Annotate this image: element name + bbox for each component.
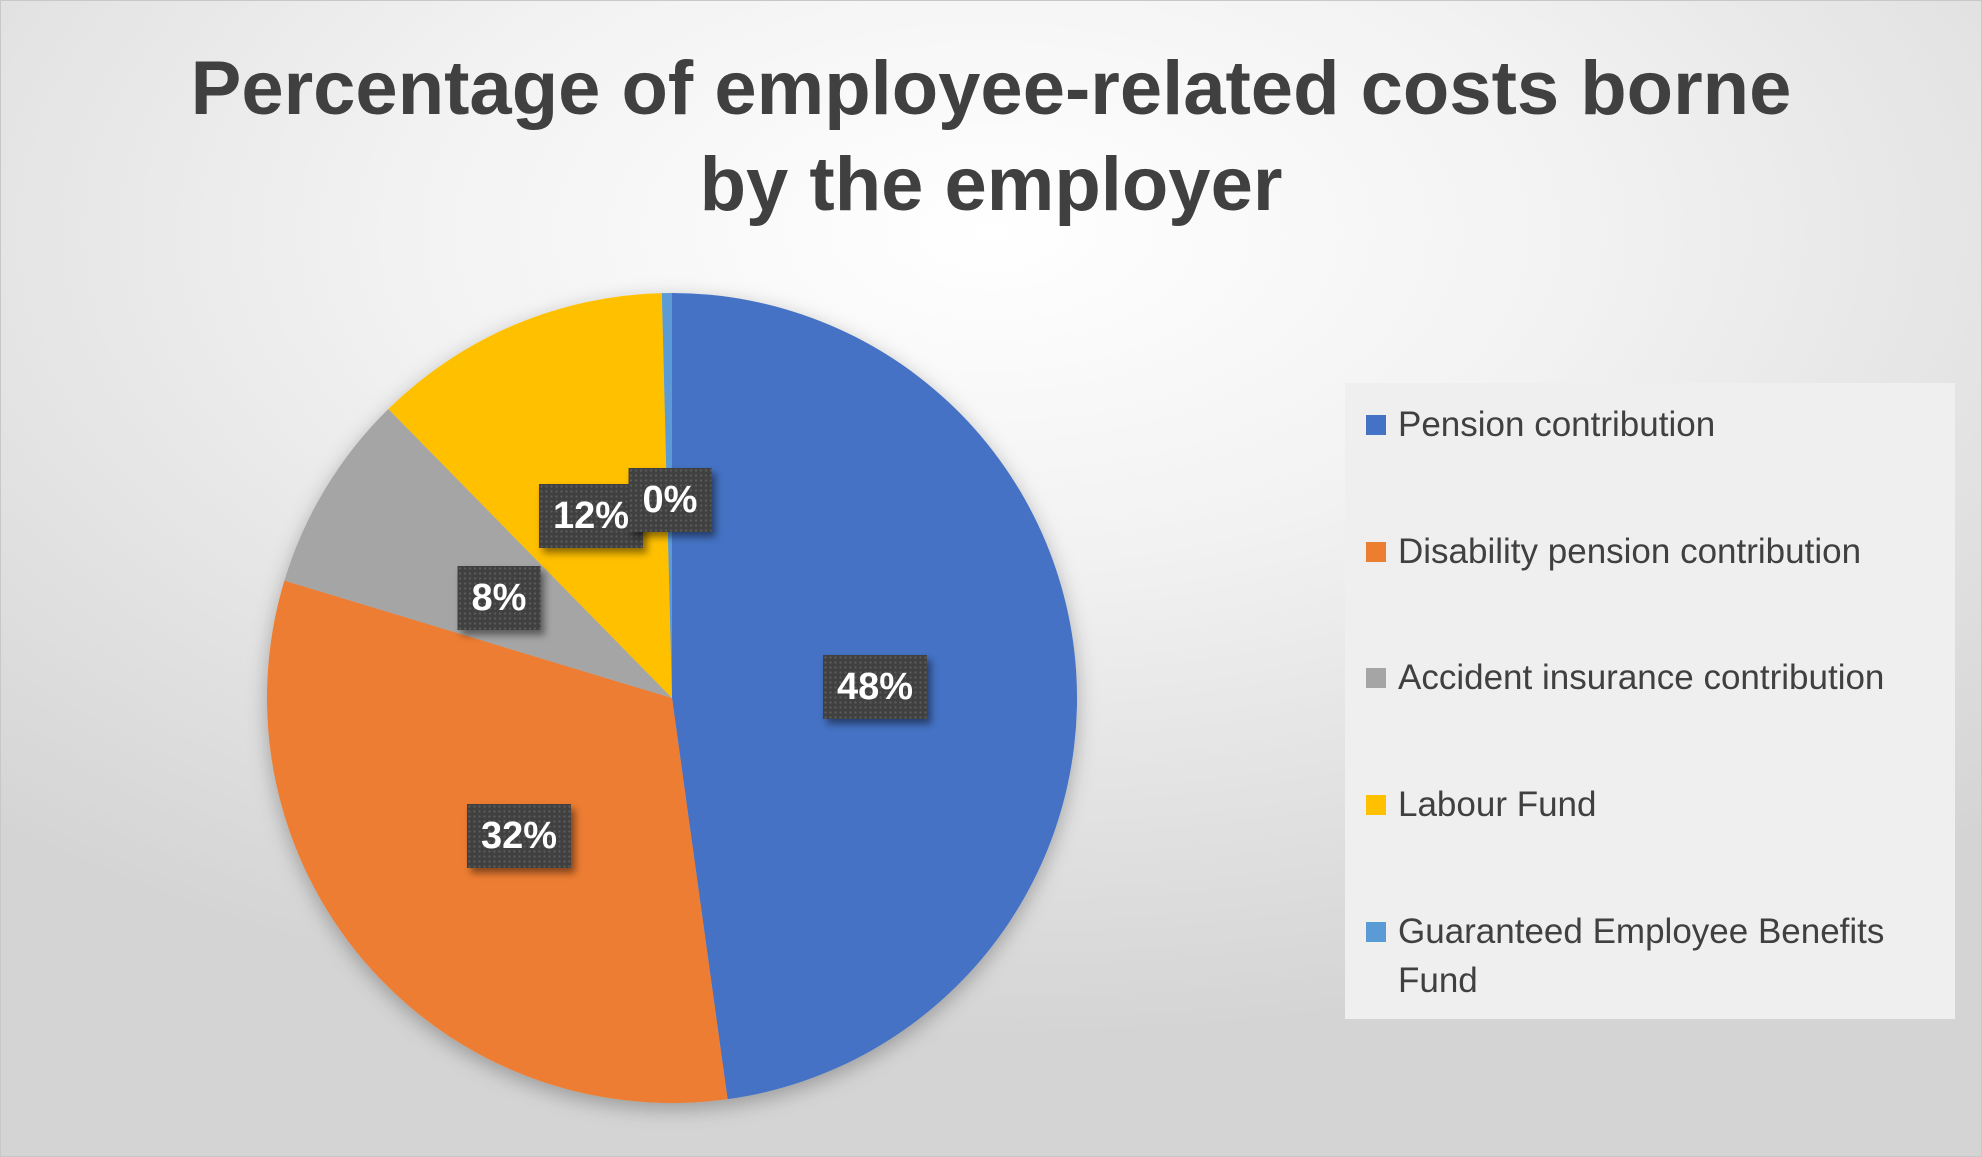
- data-label-labour: 12%: [538, 484, 644, 548]
- legend-swatch-labour: [1366, 795, 1386, 815]
- data-label-disability: 32%: [466, 804, 572, 868]
- legend-swatch-pension: [1366, 415, 1386, 435]
- data-label-accident: 8%: [457, 566, 541, 630]
- pie-slice-labour: [388, 293, 672, 698]
- pie-slice-accident: [284, 408, 672, 698]
- legend-label-pension: Pension contribution: [1398, 405, 1716, 444]
- legend-item-disability: Disability pension contribution: [1366, 527, 1943, 576]
- legend-swatch-guaranteed: [1366, 922, 1386, 942]
- legend-swatch-disability: [1366, 542, 1386, 562]
- legend-item-labour: Labour Fund: [1366, 780, 1943, 829]
- data-label-guaranteed: 0%: [628, 468, 712, 532]
- legend: Pension contribution Disability pension …: [1345, 383, 1955, 1019]
- chart-title: Percentage of employee-related costs bor…: [190, 46, 1792, 227]
- legend-label-accident: Accident insurance contribution: [1398, 658, 1885, 697]
- legend-label-disability: Disability pension contribution: [1398, 532, 1862, 571]
- legend-label-labour: Labour Fund: [1398, 785, 1597, 824]
- data-label-pension: 48%: [822, 655, 928, 719]
- legend-swatch-accident: [1366, 668, 1386, 688]
- legend-label-guaranteed: Guaranteed Employee Benefits Fund: [1398, 912, 1885, 1000]
- legend-item-guaranteed: Guaranteed Employee Benefits Fund: [1366, 907, 1943, 1005]
- legend-item-pension: Pension contribution: [1366, 400, 1943, 449]
- legend-item-accident: Accident insurance contribution: [1366, 653, 1943, 702]
